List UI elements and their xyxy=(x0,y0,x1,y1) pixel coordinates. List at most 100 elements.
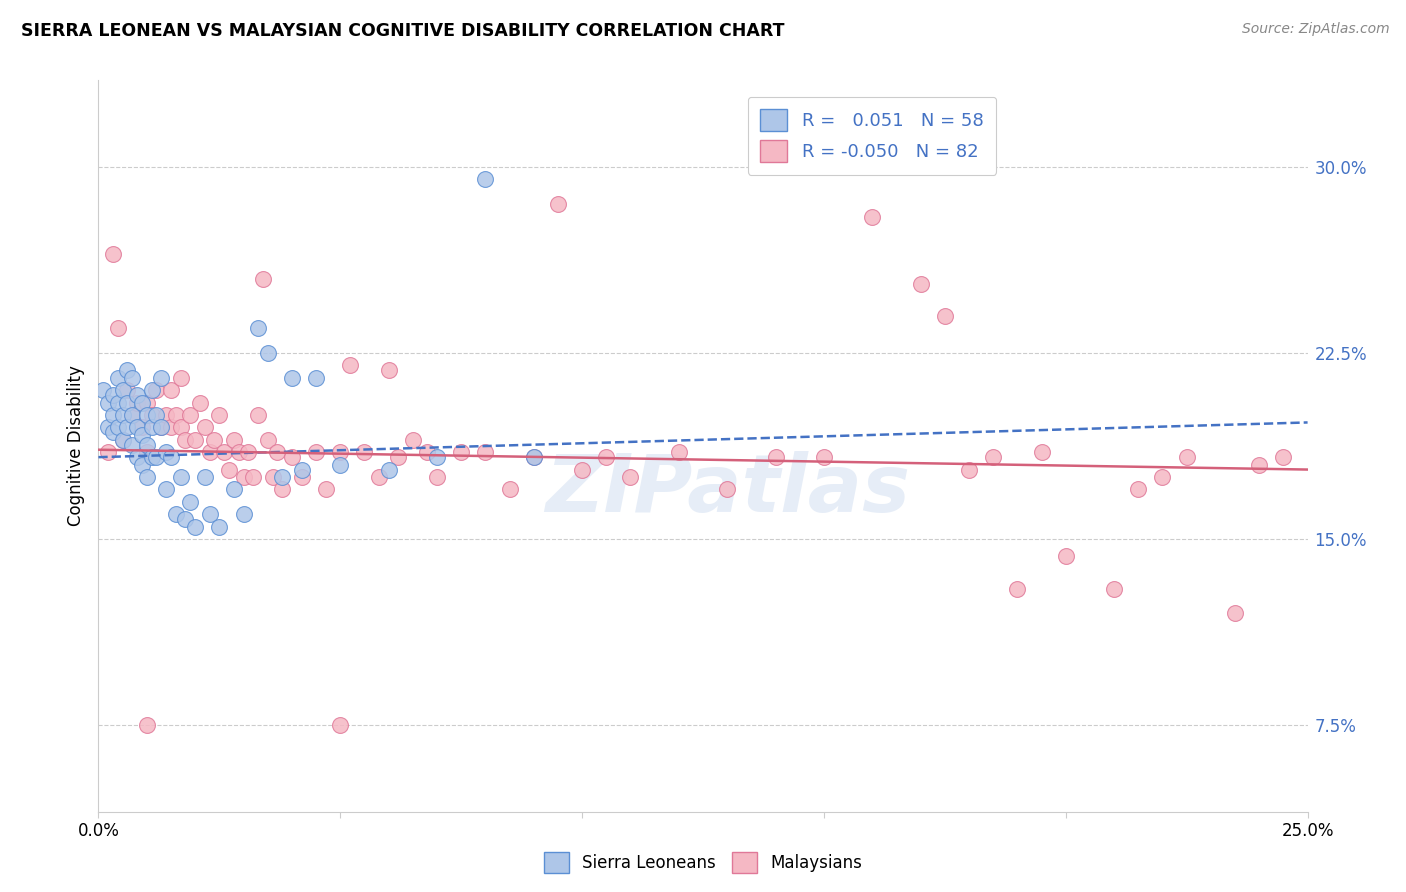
Point xyxy=(107,420,129,434)
Point xyxy=(910,277,932,291)
Point xyxy=(498,483,520,497)
Point xyxy=(765,450,787,465)
Point xyxy=(194,470,217,484)
Point xyxy=(91,383,114,397)
Point xyxy=(668,445,690,459)
Point xyxy=(131,395,153,409)
Point xyxy=(238,445,260,459)
Point xyxy=(121,438,143,452)
Point xyxy=(184,519,207,533)
Point xyxy=(117,420,139,434)
Point xyxy=(387,450,409,465)
Point xyxy=(218,462,240,476)
Point xyxy=(368,470,391,484)
Point xyxy=(184,433,207,447)
Point xyxy=(474,172,496,186)
Point xyxy=(145,450,167,465)
Point xyxy=(247,321,270,335)
Point xyxy=(155,408,177,422)
Point xyxy=(290,462,312,476)
Point xyxy=(121,371,143,385)
Point xyxy=(813,450,835,465)
Point xyxy=(222,483,245,497)
Point xyxy=(402,433,425,447)
Point xyxy=(242,470,264,484)
Point xyxy=(1272,450,1295,465)
Point xyxy=(107,371,129,385)
Point xyxy=(281,371,304,385)
Point xyxy=(135,438,157,452)
Point xyxy=(523,450,546,465)
Point xyxy=(860,210,883,224)
Point xyxy=(101,408,124,422)
Point xyxy=(101,425,124,440)
Point xyxy=(135,408,157,422)
Point xyxy=(547,197,569,211)
Point xyxy=(111,433,134,447)
Point xyxy=(1249,458,1271,472)
Point xyxy=(474,445,496,459)
Point xyxy=(339,359,361,373)
Legend: Sierra Leoneans, Malaysians: Sierra Leoneans, Malaysians xyxy=(537,846,869,880)
Point xyxy=(271,483,294,497)
Point xyxy=(305,445,328,459)
Point xyxy=(262,470,284,484)
Point xyxy=(1031,445,1053,459)
Point xyxy=(377,462,399,476)
Point xyxy=(222,433,245,447)
Point xyxy=(155,445,177,459)
Point xyxy=(150,420,173,434)
Point xyxy=(135,445,157,459)
Point xyxy=(716,483,738,497)
Point xyxy=(981,450,1004,465)
Point xyxy=(228,445,250,459)
Point xyxy=(127,395,149,409)
Point xyxy=(232,470,254,484)
Point xyxy=(232,507,254,521)
Point xyxy=(121,408,143,422)
Legend: R =   0.051   N = 58, R = -0.050   N = 82: R = 0.051 N = 58, R = -0.050 N = 82 xyxy=(748,96,997,175)
Point xyxy=(150,420,173,434)
Text: Source: ZipAtlas.com: Source: ZipAtlas.com xyxy=(1241,22,1389,37)
Y-axis label: Cognitive Disability: Cognitive Disability xyxy=(66,366,84,526)
Text: SIERRA LEONEAN VS MALAYSIAN COGNITIVE DISABILITY CORRELATION CHART: SIERRA LEONEAN VS MALAYSIAN COGNITIVE DI… xyxy=(21,22,785,40)
Point xyxy=(256,433,278,447)
Point xyxy=(165,507,187,521)
Point xyxy=(165,408,187,422)
Point xyxy=(97,420,120,434)
Point xyxy=(266,445,288,459)
Point xyxy=(101,388,124,402)
Point xyxy=(131,427,153,442)
Point xyxy=(204,433,226,447)
Point xyxy=(141,450,163,465)
Point xyxy=(252,271,274,285)
Point xyxy=(107,321,129,335)
Point xyxy=(117,395,139,409)
Point xyxy=(450,445,472,459)
Point xyxy=(135,470,157,484)
Point xyxy=(160,450,183,465)
Point xyxy=(131,420,153,434)
Text: ZIPatlas: ZIPatlas xyxy=(544,450,910,529)
Point xyxy=(101,247,124,261)
Point xyxy=(595,450,617,465)
Point xyxy=(1175,450,1198,465)
Point xyxy=(1128,483,1150,497)
Point xyxy=(141,420,163,434)
Point xyxy=(329,445,352,459)
Point xyxy=(145,383,167,397)
Point xyxy=(377,363,399,377)
Point xyxy=(571,462,593,476)
Point xyxy=(160,420,183,434)
Point xyxy=(1102,582,1125,596)
Point xyxy=(256,346,278,360)
Point xyxy=(121,408,143,422)
Point xyxy=(353,445,375,459)
Point xyxy=(117,363,139,377)
Point xyxy=(426,470,449,484)
Point xyxy=(141,408,163,422)
Point xyxy=(97,445,120,459)
Point xyxy=(150,371,173,385)
Point xyxy=(271,470,294,484)
Point xyxy=(111,408,134,422)
